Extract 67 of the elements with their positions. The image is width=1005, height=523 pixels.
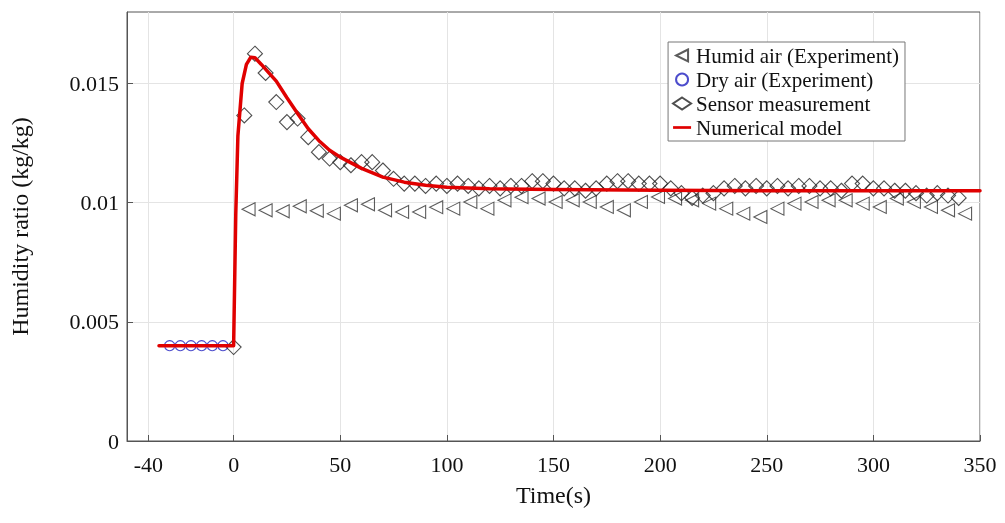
point: [719, 201, 734, 216]
point: [480, 201, 495, 216]
point: [872, 199, 887, 215]
point: [497, 193, 512, 208]
point: [360, 197, 376, 212]
point: [174, 340, 186, 352]
point: [753, 209, 768, 225]
point: [838, 193, 853, 208]
point: [463, 194, 478, 209]
point: [446, 201, 461, 216]
point: [582, 194, 597, 209]
point: [514, 190, 529, 205]
point: [164, 340, 176, 352]
point: [206, 340, 218, 352]
point: [736, 206, 751, 221]
point: [616, 203, 631, 218]
point: [599, 199, 614, 215]
legend-label: Dry air (Experiment): [696, 67, 874, 92]
y-tick-label: 0.015: [69, 71, 119, 96]
point: [565, 193, 580, 208]
x-axis-title: Time(s): [515, 482, 592, 508]
point: [855, 196, 870, 211]
x-tick-label: -40: [133, 451, 163, 477]
x-tick-label: 200: [643, 451, 677, 477]
x-tick-label: 300: [856, 451, 890, 477]
point: [940, 203, 956, 218]
point: [217, 340, 229, 352]
point: [889, 191, 904, 206]
y-tick-label: 0.01: [80, 190, 119, 216]
point: [702, 196, 717, 211]
y-tick-label: 0: [108, 428, 119, 454]
point: [309, 203, 324, 218]
point: [685, 193, 700, 208]
legend-label: Sensor measurement: [696, 91, 871, 116]
point: [668, 191, 683, 206]
point: [395, 204, 410, 220]
legend-label: Humid air (Experiment): [696, 43, 900, 68]
point: [258, 203, 273, 218]
point: [923, 199, 938, 215]
point: [241, 202, 256, 217]
point: [292, 199, 307, 214]
point: [906, 194, 921, 209]
point: [377, 203, 393, 218]
point: [804, 194, 819, 209]
point: [531, 191, 546, 206]
x-tick-label: 100: [430, 451, 464, 477]
point: [821, 193, 836, 208]
y-tick-label: 0.005: [69, 309, 119, 335]
legend-label: Numerical model: [696, 115, 843, 140]
x-tick-label: 150: [537, 451, 570, 477]
point: [412, 204, 427, 220]
point: [429, 200, 444, 215]
point: [633, 194, 648, 209]
point: [275, 204, 290, 219]
x-tick-label: 0: [228, 451, 240, 477]
point: [326, 206, 341, 221]
point: [787, 196, 802, 211]
point: [185, 340, 197, 352]
point: [958, 206, 973, 221]
point: [770, 201, 785, 216]
x-tick-label: 250: [750, 451, 784, 477]
point: [196, 340, 208, 352]
point: [548, 194, 563, 209]
y-axis-title: Humidity ratio (kg/kg): [7, 117, 33, 336]
x-tick-label: 50: [329, 451, 352, 477]
x-tick-label: 350: [963, 451, 997, 477]
point: [343, 198, 358, 213]
